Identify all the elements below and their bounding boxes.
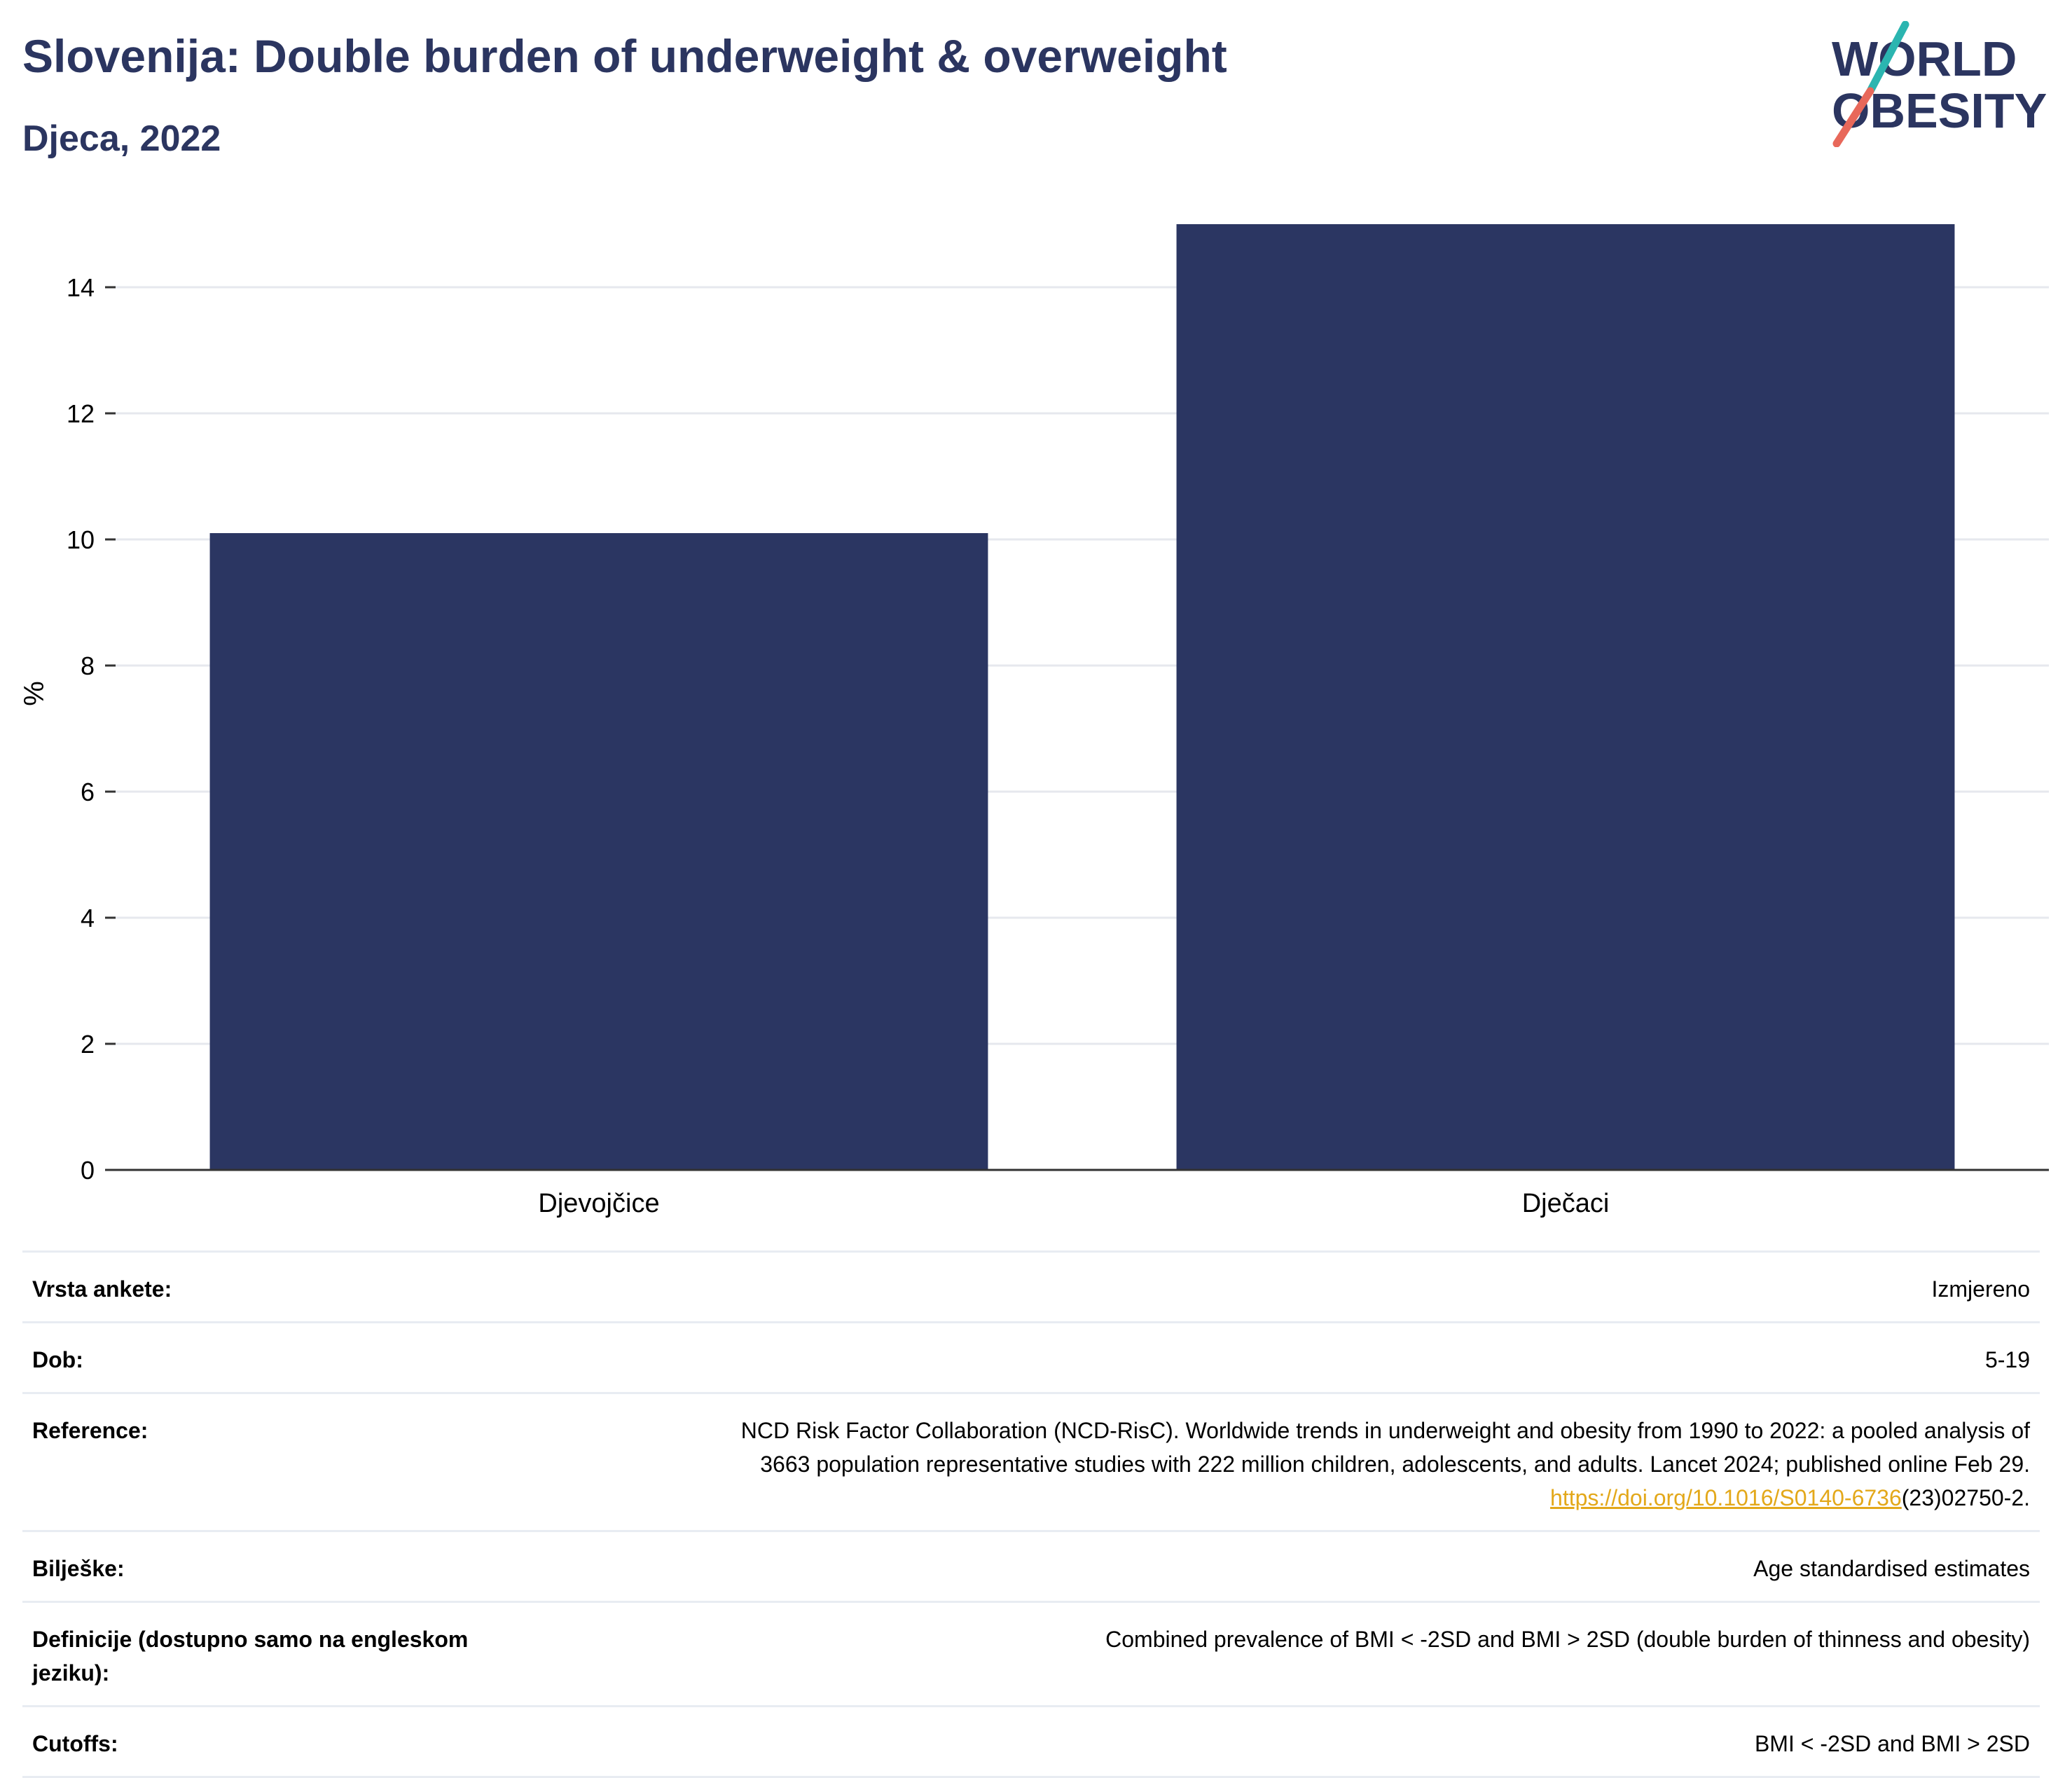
y-tick-label: 2 — [81, 1030, 95, 1059]
meta-value: Izmjereno — [1931, 1276, 2031, 1302]
bar-1[interactable] — [209, 533, 988, 1170]
y-tick-label: 4 — [81, 904, 95, 932]
bars — [209, 224, 1955, 1170]
doi-suffix: (23)02750-2. — [1901, 1485, 2030, 1510]
reference-line-3: https://doi.org/10.1016/S0140-6736(23)02… — [551, 1481, 2030, 1515]
logo-line2: OBESITY — [1832, 83, 2047, 138]
logo-line1: WORLD — [1832, 32, 2017, 86]
y-tick-label: 8 — [81, 652, 95, 680]
meta-value: NCD Risk Factor Collaboration (NCD-RisC)… — [523, 1414, 2030, 1515]
reference-line-2: 3663 population representative studies w… — [760, 1452, 2030, 1477]
logo-coral-slash — [1832, 87, 1874, 147]
meta-label: Bilješke: — [32, 1556, 125, 1581]
meta-label: Cutoffs: — [32, 1731, 118, 1756]
y-tick-label: 14 — [67, 273, 95, 302]
meta-value: Combined prevalence of BMI < -2SD and BM… — [1105, 1627, 2030, 1652]
bar-chart: 0 2 4 6 8 10 12 14 Djevojčice Dječaci % — [19, 224, 2049, 1218]
y-tick-label: 10 — [67, 525, 95, 554]
meta-label: Vrsta ankete: — [32, 1276, 172, 1302]
world-obesity-logo: WORLD OBESITY — [1832, 21, 2047, 147]
y-tick-label: 12 — [67, 399, 95, 428]
doi-link[interactable]: https://doi.org/10.1016/S0140-6736 — [1550, 1485, 1902, 1510]
meta-label: Reference: — [32, 1418, 149, 1443]
meta-row-cutoffs: Cutoffs: BMI < -2SD and BMI > 2SD — [22, 1705, 2040, 1778]
y-tick-labels: 0 2 4 6 8 10 12 14 — [67, 273, 116, 1185]
meta-value: BMI < -2SD and BMI > 2SD — [1754, 1731, 2030, 1756]
metadata-table: Vrsta ankete: Izmjereno Dob: 5-19 Refere… — [22, 1250, 2040, 1778]
y-axis-title: % — [19, 681, 50, 706]
logo-teal-slash — [1866, 21, 1909, 95]
meta-value: Age standardised estimates — [1753, 1556, 2030, 1581]
x-tick-label: Dječaci — [1522, 1189, 1610, 1218]
meta-row-reference: Reference: NCD Risk Factor Collaboration… — [22, 1392, 2040, 1530]
meta-label: Definicije (dostupno samo na engleskom j… — [32, 1627, 469, 1686]
y-tick-label: 0 — [81, 1156, 95, 1185]
x-tick-label: Djevojčice — [538, 1189, 659, 1218]
meta-row-definitions: Definicije (dostupno samo na engleskom j… — [22, 1601, 2040, 1705]
meta-row-survey-type: Vrsta ankete: Izmjereno — [22, 1250, 2040, 1321]
bar-2[interactable] — [1176, 224, 1955, 1170]
x-tick-labels: Djevojčice Dječaci — [538, 1189, 1609, 1218]
meta-value: 5-19 — [1984, 1347, 2030, 1372]
meta-row-age: Dob: 5-19 — [22, 1321, 2040, 1392]
reference-line-1: NCD Risk Factor Collaboration (NCD-RisC)… — [740, 1418, 2030, 1443]
chart-subtitle: Djeca, 2022 — [22, 118, 221, 159]
y-tick-label: 6 — [81, 778, 95, 806]
meta-row-notes: Bilješke: Age standardised estimates — [22, 1530, 2040, 1601]
chart-title: Slovenija: Double burden of underweight … — [22, 30, 1227, 82]
meta-label: Dob: — [32, 1347, 83, 1372]
